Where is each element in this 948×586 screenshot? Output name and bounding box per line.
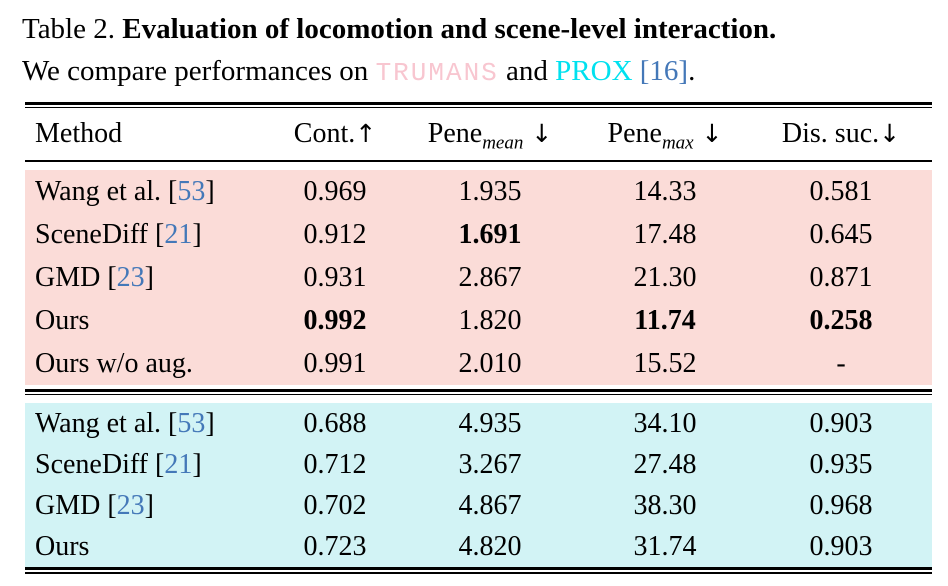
citation-link[interactable]: 23 xyxy=(116,489,145,521)
down-arrow-icon: ↓ xyxy=(523,119,553,148)
value-cell: 1.935 xyxy=(458,175,522,207)
value-cell: 0.871 xyxy=(809,261,873,293)
table-row: GMD [23] 0.702 4.867 38.30 0.968 xyxy=(25,485,932,526)
value-cell: 17.48 xyxy=(633,218,697,250)
method-cell: Wang et al. [53] xyxy=(35,407,215,439)
value-cell: 11.74 xyxy=(634,304,696,336)
method-cell: GMD [23] xyxy=(35,261,154,293)
caption-text: We compare performances on xyxy=(22,55,376,87)
value-cell: 0.712 xyxy=(303,448,367,480)
value-cell: 0.903 xyxy=(809,407,873,439)
method-cell: Ours w/o aug. xyxy=(35,347,193,379)
table-row: SceneDiff [21] 0.712 3.267 27.48 0.935 xyxy=(25,444,932,485)
value-cell: 4.867 xyxy=(458,489,522,521)
value-cell: 38.30 xyxy=(633,489,697,521)
value-cell: 2.867 xyxy=(458,261,522,293)
dataset-name-trumans: TRUMANS xyxy=(375,58,499,88)
value-cell: 0.935 xyxy=(809,448,873,480)
value-cell: 4.820 xyxy=(458,530,522,562)
table-body: Wang et al. [53] 0.969 1.935 14.33 0.581 Scen… xyxy=(25,170,932,567)
value-cell: 0.931 xyxy=(303,261,367,293)
value-cell: 15.52 xyxy=(633,347,697,379)
up-arrow-icon: ↑ xyxy=(355,119,377,148)
method-cell: Wang et al. [53] xyxy=(35,175,215,207)
table-row: Wang et al. [53] 0.688 4.935 34.10 0.903 xyxy=(25,403,932,444)
table-row: SceneDiff [21] 0.912 1.691 17.48 0.645 xyxy=(25,213,932,256)
method-cell: SceneDiff [21] xyxy=(35,448,202,480)
value-cell: 0.702 xyxy=(303,489,367,521)
caption-text-mid: and xyxy=(498,55,556,87)
value-cell: 34.10 xyxy=(633,407,697,439)
value-cell: 0.688 xyxy=(303,407,367,439)
method-cell: SceneDiff [21] xyxy=(35,218,202,250)
value-cell: 31.74 xyxy=(633,530,697,562)
value-cell: 0.903 xyxy=(809,530,873,562)
citation-link[interactable]: 21 xyxy=(164,218,193,250)
value-cell: 0.645 xyxy=(809,218,873,250)
column-header-dis-suc: Dis. suc.↓ xyxy=(781,118,901,149)
value-cell: 21.30 xyxy=(633,261,697,293)
table-caption: Table 2. Evaluation of locomotion and sc… xyxy=(0,0,948,94)
value-cell: 3.267 xyxy=(458,448,522,480)
value-cell: 27.48 xyxy=(633,448,697,480)
table-bottom-rule xyxy=(25,567,932,574)
dataset-name-prox: PROX xyxy=(555,55,633,87)
section-separator-rule xyxy=(25,389,932,395)
table-row: Ours 0.723 4.820 31.74 0.903 xyxy=(25,526,932,567)
value-cell: 0.723 xyxy=(303,530,367,562)
citation-link[interactable]: 21 xyxy=(164,448,193,480)
table-row: Ours 0.992 1.820 11.74 0.258 xyxy=(25,299,932,342)
table-top-rule xyxy=(25,102,932,108)
caption-prefix: Table 2. xyxy=(22,13,123,45)
caption-period: . xyxy=(688,55,696,87)
value-cell: 0.581 xyxy=(809,175,873,207)
citation-link[interactable]: [16] xyxy=(632,55,689,87)
section-trumans: Wang et al. [53] 0.969 1.935 14.33 0.581 Scen… xyxy=(25,170,932,385)
value-cell: - xyxy=(836,347,846,379)
value-cell: 4.935 xyxy=(458,407,522,439)
value-cell: 14.33 xyxy=(633,175,697,207)
value-cell: 2.010 xyxy=(458,347,522,379)
method-cell: Ours xyxy=(35,304,90,336)
column-header-method: Method xyxy=(35,118,123,149)
value-cell: 0.992 xyxy=(303,304,367,336)
down-arrow-icon: ↓ xyxy=(879,119,901,148)
value-cell: 0.258 xyxy=(809,304,873,336)
table-row: GMD [23] 0.931 2.867 21.30 0.871 xyxy=(25,256,932,299)
column-header-pene: Penemean ↓ xyxy=(427,118,553,154)
method-cell: GMD [23] xyxy=(35,489,154,521)
citation-link[interactable]: 53 xyxy=(177,407,206,439)
table-header-row: Method Cont.↑ Penemean ↓ Penemax ↓ Dis. suc.… xyxy=(25,108,932,160)
value-cell: 0.969 xyxy=(303,175,367,207)
value-cell: 0.912 xyxy=(303,218,367,250)
results-table: Method Cont.↑ Penemean ↓ Penemax ↓ Dis. suc.… xyxy=(25,102,932,574)
value-cell: 0.968 xyxy=(809,489,873,521)
value-cell: 1.691 xyxy=(458,218,522,250)
citation-link[interactable]: 53 xyxy=(177,175,206,207)
citation-link[interactable]: 23 xyxy=(116,261,145,293)
table-row: Wang et al. [53] 0.969 1.935 14.33 0.581 xyxy=(25,170,932,213)
value-cell: 0.991 xyxy=(303,347,367,379)
header-bottom-rule xyxy=(25,160,932,162)
method-cell: Ours xyxy=(35,530,90,562)
value-cell: 1.820 xyxy=(458,304,522,336)
caption-title: Evaluation of locomotion and scene-level… xyxy=(122,13,777,45)
column-header-cont: Cont.↑ xyxy=(293,118,377,149)
column-header-pene: Penemax ↓ xyxy=(607,118,723,154)
table-row: Ours w/o aug. 0.991 2.010 15.52 - xyxy=(25,342,932,385)
section-prox: Wang et al. [53] 0.688 4.935 34.10 0.903 Scen… xyxy=(25,403,932,567)
down-arrow-icon: ↓ xyxy=(693,119,723,148)
